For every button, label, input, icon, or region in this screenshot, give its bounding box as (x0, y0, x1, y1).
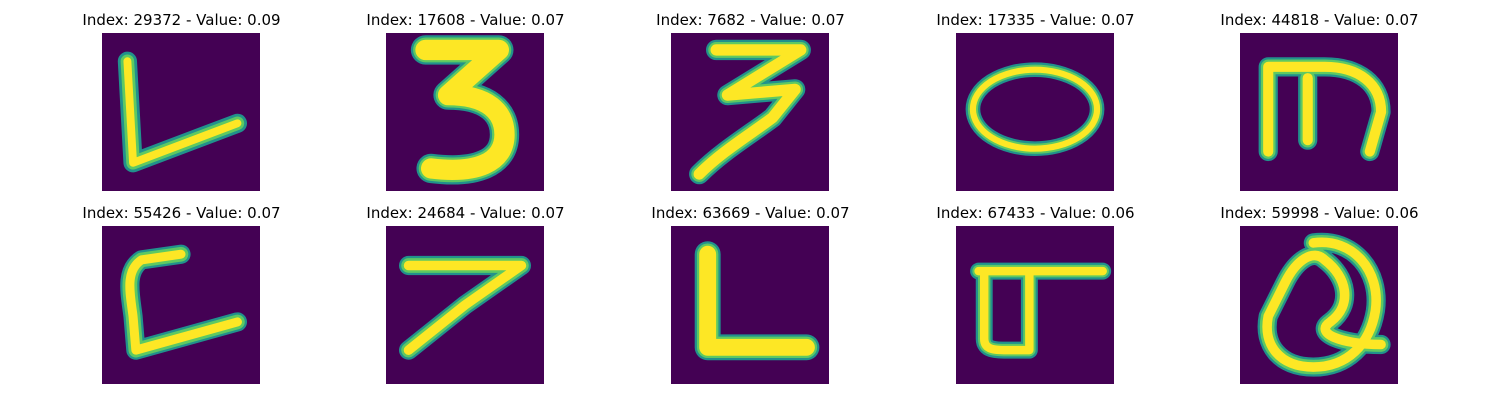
glyph-image-m (1240, 33, 1398, 191)
grid-cell: Index: 24684 - Value: 0.07 (323, 204, 608, 384)
glyph-image-o (956, 33, 1114, 191)
grid-cell: Index: 63669 - Value: 0.07 (608, 204, 893, 384)
glyph-image-d (956, 226, 1114, 384)
grid-cell: Index: 7682 - Value: 0.07 (608, 11, 893, 191)
grid-cell: Index: 55426 - Value: 0.07 (39, 204, 324, 384)
glyph-image-7 (386, 226, 544, 384)
grid-cell: Index: 67433 - Value: 0.06 (893, 204, 1178, 384)
cell-title: Index: 63669 - Value: 0.07 (651, 204, 850, 222)
cell-title: Index: 17335 - Value: 0.07 (936, 11, 1135, 29)
cell-title: Index: 67433 - Value: 0.06 (936, 204, 1135, 222)
grid-cell: Index: 59998 - Value: 0.06 (1177, 204, 1462, 384)
cell-title: Index: 44818 - Value: 0.07 (1220, 11, 1419, 29)
cell-title: Index: 17608 - Value: 0.07 (366, 11, 565, 29)
cell-title: Index: 55426 - Value: 0.07 (82, 204, 281, 222)
glyph-image-l (102, 33, 260, 191)
glyph-image-3-slanted (671, 33, 829, 191)
cell-title: Index: 29372 - Value: 0.09 (82, 11, 281, 29)
glyph-image-3-bold (386, 33, 544, 191)
glyph-image-c (102, 226, 260, 384)
cell-title: Index: 59998 - Value: 0.06 (1220, 204, 1419, 222)
cell-title: Index: 24684 - Value: 0.07 (366, 204, 565, 222)
glyph-image-q (1240, 226, 1398, 384)
grid-cell: Index: 17335 - Value: 0.07 (893, 11, 1178, 191)
cell-title: Index: 7682 - Value: 0.07 (656, 11, 845, 29)
grid-cell: Index: 44818 - Value: 0.07 (1177, 11, 1462, 191)
grid-cell: Index: 17608 - Value: 0.07 (323, 11, 608, 191)
glyph-image-l-bold (671, 226, 829, 384)
grid-cell: Index: 29372 - Value: 0.09 (39, 11, 324, 191)
